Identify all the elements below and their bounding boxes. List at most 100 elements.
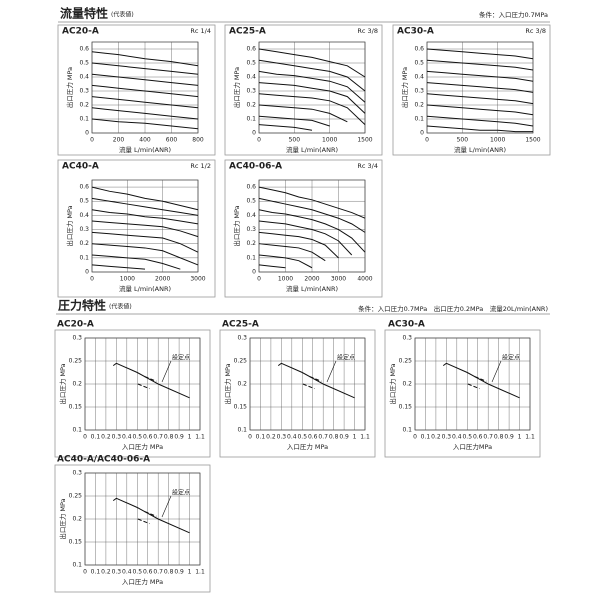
y-axis-label: 出口圧力 MPa <box>65 205 74 246</box>
y-tick-label: 0.3 <box>414 88 424 95</box>
curve <box>91 62 199 75</box>
curve <box>91 220 199 238</box>
x-tick-label: 0 <box>83 434 87 441</box>
setpoint-dash <box>309 376 322 382</box>
curve <box>426 125 533 133</box>
y-tick-label: 0.15 <box>69 539 83 546</box>
curve <box>258 243 326 262</box>
y-axis-label: 出口圧力 MPa <box>232 205 241 246</box>
curve <box>258 231 339 259</box>
curve <box>258 197 366 233</box>
chart-title: AC25-A <box>229 27 266 37</box>
y-tick-label: 0 <box>420 130 424 137</box>
section-title: 流量特性 <box>60 6 108 21</box>
y-tick-label: 0.15 <box>234 404 248 411</box>
x-tick-label: 1 <box>188 434 192 441</box>
x-tick-label: 0.8 <box>494 434 504 441</box>
y-tick-label: 0.15 <box>69 404 83 411</box>
y-tick-label: 0.2 <box>72 516 82 523</box>
panel-frame <box>54 464 211 593</box>
curve <box>258 48 366 78</box>
x-tick-label: 1000 <box>490 137 505 144</box>
y-tick-label: 0.2 <box>414 102 424 109</box>
x-tick-label: 0.9 <box>504 434 514 441</box>
chart-title: AC30-A <box>388 320 425 330</box>
x-tick-label: 3000 <box>190 276 205 283</box>
setpoint-dash <box>137 383 150 390</box>
x-tick-label: 0.6 <box>473 434 483 441</box>
x-tick-label: 0.5 <box>297 434 307 441</box>
y-tick-label: 0.25 <box>234 358 248 365</box>
y-tick-label: 0.25 <box>69 358 83 365</box>
y-tick-label: 0.5 <box>246 60 256 67</box>
y-tick-label: 0.1 <box>72 427 82 434</box>
y-tick-label: 0.5 <box>246 198 256 205</box>
x-tick-label: 800 <box>192 137 204 144</box>
x-tick-label: 0.7 <box>153 434 163 441</box>
x-tick-label: 500 <box>289 137 301 144</box>
y-axis-label: 出口圧力 MPa <box>58 498 67 539</box>
x-tick-label: 0.6 <box>143 569 153 576</box>
curve <box>112 362 190 399</box>
curve <box>258 124 313 131</box>
x-axis-label: 流量 L/min(ANR) <box>119 145 171 154</box>
x-tick-label: 0.6 <box>308 434 318 441</box>
y-tick-label: 0.3 <box>79 88 89 95</box>
x-axis-label: 流量 L/min(ANR) <box>119 284 171 293</box>
x-tick-label: 2000 <box>155 276 170 283</box>
chart-subtitle: Rc 3/8 <box>525 27 546 35</box>
annotation: 設定点 <box>337 354 355 362</box>
curve <box>112 497 190 534</box>
x-axis-label: 流量 L/min(ANR) <box>286 145 338 154</box>
x-tick-label: 0.2 <box>101 434 111 441</box>
y-tick-label: 0.2 <box>72 381 82 388</box>
x-tick-label: 4000 <box>357 276 372 283</box>
x-tick-label: 0.9 <box>174 434 184 441</box>
x-tick-label: 0.8 <box>329 434 339 441</box>
y-axis-label: 出口圧力 MPa <box>400 67 409 108</box>
x-axis-label: 入口圧力MPa <box>453 442 492 451</box>
y-tick-label: 0 <box>252 130 256 137</box>
curve <box>91 197 199 216</box>
chart-subtitle: Rc 3/4 <box>357 162 378 170</box>
y-tick-label: 0.1 <box>246 254 256 261</box>
x-axis-label: 入口圧力 MPa <box>122 577 163 586</box>
panel-frame <box>57 24 216 156</box>
setpoint-dash <box>137 518 150 525</box>
x-tick-label: 0.2 <box>431 434 441 441</box>
x-tick-label: 1500 <box>357 137 372 144</box>
y-tick-label: 0.6 <box>79 184 89 191</box>
curve <box>258 115 330 127</box>
x-tick-label: 1 <box>188 569 192 576</box>
annotation: 設定点 <box>172 354 190 362</box>
curve <box>91 254 181 270</box>
x-tick-label: 0 <box>413 434 417 441</box>
y-tick-label: 0.3 <box>246 226 256 233</box>
curve <box>258 93 366 125</box>
y-tick-label: 0.5 <box>79 198 89 205</box>
x-tick-label: 1 <box>518 434 522 441</box>
annotation: 設定点 <box>172 489 190 497</box>
x-tick-label: 0.7 <box>318 434 328 441</box>
x-tick-label: 0.4 <box>287 434 297 441</box>
setpoint-dash <box>144 511 157 517</box>
panel-frame <box>392 24 551 156</box>
x-tick-label: 0.3 <box>277 434 287 441</box>
annotation: 設定点 <box>502 354 520 362</box>
panel-frame <box>224 159 383 298</box>
y-tick-label: 0.1 <box>79 116 89 123</box>
y-tick-label: 0.4 <box>79 74 89 81</box>
y-tick-label: 0.6 <box>246 184 256 191</box>
x-tick-label: 0.1 <box>256 434 266 441</box>
y-tick-label: 0 <box>85 130 89 137</box>
x-tick-label: 0.2 <box>266 434 276 441</box>
x-tick-label: 0.2 <box>101 569 111 576</box>
y-tick-label: 0.2 <box>246 102 256 109</box>
x-tick-label: 0.1 <box>421 434 431 441</box>
y-tick-label: 0.2 <box>237 381 247 388</box>
x-tick-label: 0 <box>257 276 261 283</box>
curve <box>91 73 199 86</box>
y-tick-label: 0.1 <box>246 116 256 123</box>
plot-area <box>258 41 366 134</box>
